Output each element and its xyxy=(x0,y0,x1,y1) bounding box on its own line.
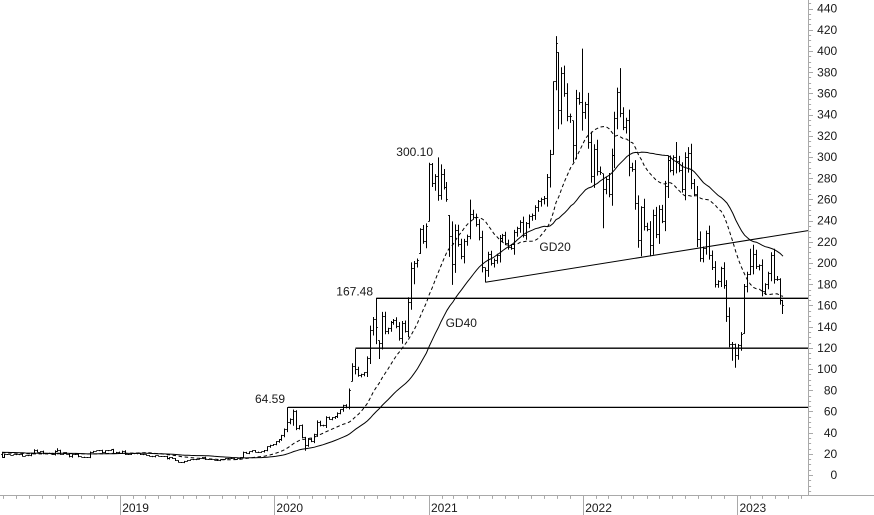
svg-text:340: 340 xyxy=(817,108,837,122)
svg-text:20: 20 xyxy=(824,447,838,461)
svg-text:2019: 2019 xyxy=(122,501,149,515)
svg-text:GD40: GD40 xyxy=(446,316,478,330)
svg-text:140: 140 xyxy=(817,320,837,334)
svg-text:0: 0 xyxy=(831,468,838,482)
svg-text:180: 180 xyxy=(817,277,837,291)
svg-text:300: 300 xyxy=(817,150,837,164)
svg-text:440: 440 xyxy=(817,2,837,16)
svg-text:220: 220 xyxy=(817,235,837,249)
svg-text:2022: 2022 xyxy=(585,501,612,515)
svg-text:2021: 2021 xyxy=(431,501,458,515)
svg-text:100: 100 xyxy=(817,362,837,376)
svg-text:167.48: 167.48 xyxy=(336,284,373,298)
svg-text:280: 280 xyxy=(817,171,837,185)
svg-text:360: 360 xyxy=(817,87,837,101)
svg-text:2020: 2020 xyxy=(276,501,303,515)
svg-text:420: 420 xyxy=(817,23,837,37)
svg-text:120: 120 xyxy=(817,341,837,355)
svg-text:2023: 2023 xyxy=(740,501,767,515)
svg-text:400: 400 xyxy=(817,44,837,58)
svg-text:260: 260 xyxy=(817,193,837,207)
svg-text:320: 320 xyxy=(817,129,837,143)
svg-text:GD20: GD20 xyxy=(539,240,571,254)
svg-text:380: 380 xyxy=(817,65,837,79)
svg-text:200: 200 xyxy=(817,256,837,270)
svg-text:60: 60 xyxy=(824,405,838,419)
svg-text:300.10: 300.10 xyxy=(396,145,433,159)
svg-text:64.59: 64.59 xyxy=(255,392,285,406)
svg-text:160: 160 xyxy=(817,299,837,313)
svg-text:40: 40 xyxy=(824,426,838,440)
svg-text:240: 240 xyxy=(817,214,837,228)
svg-text:80: 80 xyxy=(824,383,838,397)
